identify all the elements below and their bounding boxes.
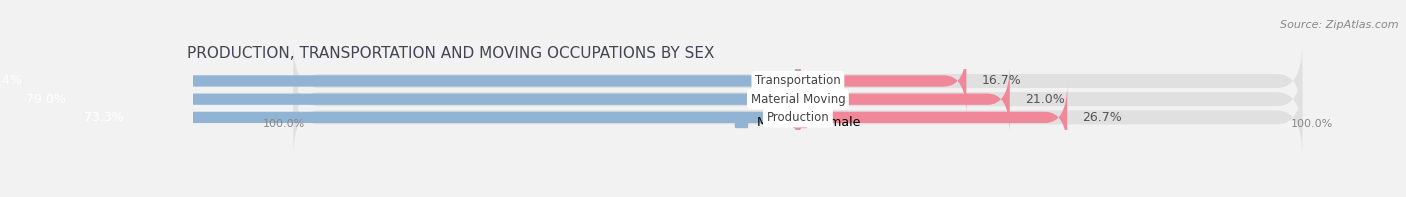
Text: 73.3%: 73.3% bbox=[83, 111, 124, 124]
FancyBboxPatch shape bbox=[294, 79, 1302, 156]
Text: Transportation: Transportation bbox=[755, 74, 841, 87]
Text: PRODUCTION, TRANSPORTATION AND MOVING OCCUPATIONS BY SEX: PRODUCTION, TRANSPORTATION AND MOVING OC… bbox=[187, 46, 714, 61]
FancyBboxPatch shape bbox=[1, 65, 797, 134]
Text: Production: Production bbox=[766, 111, 830, 124]
Text: 26.7%: 26.7% bbox=[1083, 111, 1122, 124]
FancyBboxPatch shape bbox=[59, 83, 797, 152]
FancyBboxPatch shape bbox=[797, 46, 966, 115]
Text: 21.0%: 21.0% bbox=[1025, 93, 1064, 106]
Text: 79.0%: 79.0% bbox=[27, 93, 66, 106]
Text: 83.4%: 83.4% bbox=[0, 74, 21, 87]
FancyBboxPatch shape bbox=[797, 65, 1010, 134]
FancyBboxPatch shape bbox=[0, 46, 797, 115]
Text: 100.0%: 100.0% bbox=[1291, 119, 1333, 129]
Text: Source: ZipAtlas.com: Source: ZipAtlas.com bbox=[1281, 20, 1399, 30]
FancyBboxPatch shape bbox=[797, 83, 1067, 152]
Text: 100.0%: 100.0% bbox=[263, 119, 305, 129]
Legend: Male, Female: Male, Female bbox=[735, 116, 860, 129]
FancyBboxPatch shape bbox=[294, 61, 1302, 138]
FancyBboxPatch shape bbox=[294, 42, 1302, 120]
Text: Material Moving: Material Moving bbox=[751, 93, 845, 106]
Text: 16.7%: 16.7% bbox=[981, 74, 1021, 87]
